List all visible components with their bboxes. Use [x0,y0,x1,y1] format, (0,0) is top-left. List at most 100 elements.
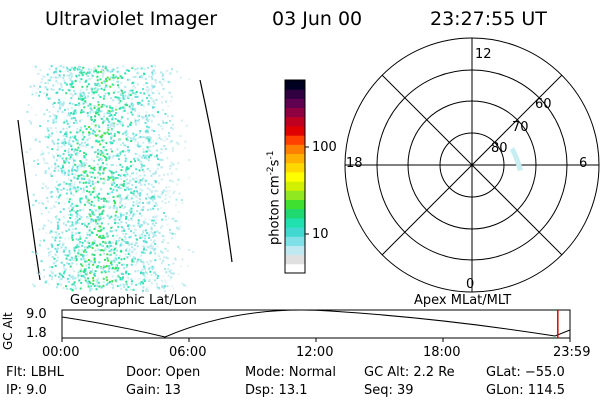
emission-pixel [71,236,74,239]
emission-pixel [97,210,100,213]
emission-pixel [148,88,150,91]
emission-pixel [83,125,86,128]
emission-pixel [109,280,111,283]
emission-pixel [126,256,129,259]
emission-pixel [55,80,58,83]
emission-pixel [55,159,58,162]
emission-pixel [88,245,91,248]
emission-pixel [70,192,73,195]
emission-pixel [176,70,179,73]
emission-pixel [150,65,153,68]
emission-pixel [96,222,99,225]
emission-pixel [121,204,123,207]
emission-pixel [100,164,103,166]
emission-pixel [66,287,69,290]
emission-pixel [96,194,99,197]
emission-pixel [114,90,117,93]
altitude-frame [61,309,571,339]
emission-pixel [89,107,92,110]
emission-pixel [138,154,141,157]
emission-pixel [101,134,104,137]
emission-pixel [134,68,137,71]
emission-pixel [142,282,145,285]
emission-pixel [123,267,126,269]
emission-pixel [115,240,118,243]
emission-pixel [114,76,117,79]
emission-pixel [78,164,81,167]
emission-pixel [154,216,157,219]
emission-pixel [81,99,84,102]
emission-pixel [95,288,98,291]
emission-pixel [105,105,108,108]
emission-pixel [143,92,146,95]
emission-pixel [104,81,107,84]
colorbar-cell [285,254,305,265]
emission-pixel [151,172,154,175]
emission-pixel [154,243,157,245]
emission-pixel [144,237,146,240]
emission-pixel [91,90,94,93]
emission-pixel [109,125,111,128]
emission-pixel [52,84,55,87]
emission-pixel [176,183,179,186]
emission-pixel [90,200,93,203]
emission-pixel [151,71,154,74]
emission-pixel [95,112,98,115]
emission-pixel [91,210,93,213]
emission-pixel [59,194,62,197]
emission-pixel [178,192,181,195]
emission-pixel [81,222,84,225]
emission-pixel [126,168,129,171]
emission-pixel [104,67,107,70]
emission-pixel [68,262,70,265]
emission-pixel [122,228,125,230]
emission-pixel [119,212,122,215]
emission-pixel [167,173,169,176]
emission-pixel [69,287,72,290]
emission-pixel [146,287,149,290]
emission-pixel [147,100,150,103]
emission-pixel [136,190,138,193]
emission-pixel [157,123,160,126]
emission-pixel [58,240,61,243]
emission-pixel [137,143,140,146]
emission-pixel [138,132,141,135]
emission-pixel [59,65,62,67]
emission-pixel [109,253,112,256]
emission-pixel [105,142,108,145]
emission-pixel [57,145,60,148]
emission-pixel [130,197,133,200]
emission-pixel [119,245,122,248]
emission-pixel [133,193,135,196]
emission-pixel [111,230,114,233]
emission-pixel [76,128,79,131]
emission-pixel [124,157,127,160]
emission-pixel [136,269,139,272]
emission-pixel [142,117,145,120]
emission-pixel [121,263,123,266]
emission-pixel [90,122,93,125]
emission-pixel [62,242,65,245]
emission-pixel [97,94,100,97]
emission-pixel [37,72,40,75]
emission-pixel [56,228,59,230]
emission-pixel [143,245,146,248]
emission-pixel [78,80,81,83]
emission-pixel [73,68,76,71]
emission-pixel [92,261,95,264]
emission-pixel [110,262,112,264]
emission-pixel [31,251,34,253]
emission-pixel [57,224,59,227]
emission-pixel [110,244,113,247]
emission-pixel [75,138,77,141]
emission-pixel [77,152,80,154]
emission-pixel [64,81,67,84]
emission-pixel [56,244,59,247]
emission-pixel [98,180,101,183]
emission-pixel [152,69,155,72]
emission-pixel [123,109,126,112]
emission-pixel [57,165,60,168]
emission-pixel [85,185,88,188]
emission-pixel [108,115,111,118]
colorbar-cell [285,153,305,164]
